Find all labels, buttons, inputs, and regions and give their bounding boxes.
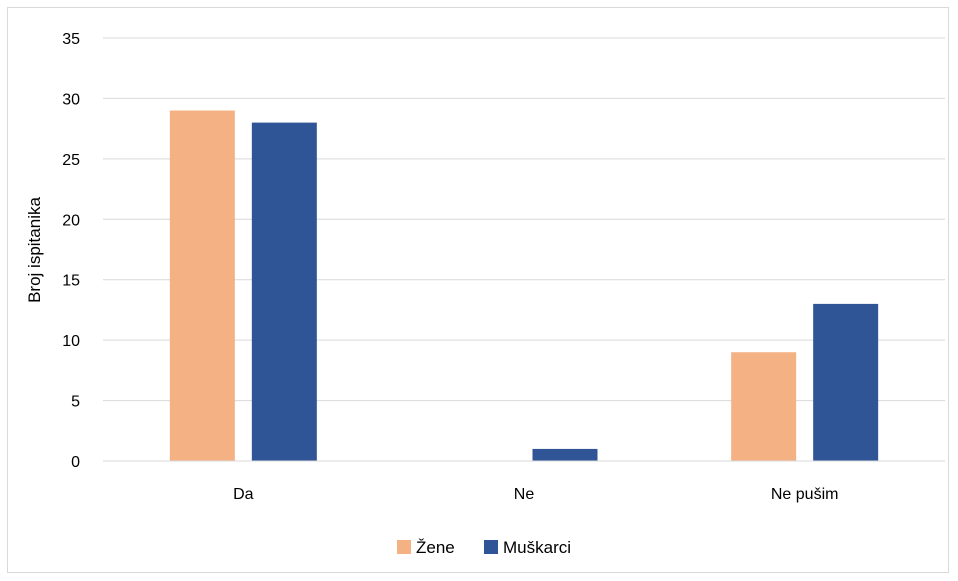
bar-series-2 (813, 303, 879, 461)
y-axis-title: Broj ispitanika (25, 197, 44, 303)
axes: 0 5 10 15 20 25 30 35 Da Ne Ne pušim (62, 31, 945, 503)
chart-frame (7, 7, 949, 573)
bar-series-2 (251, 122, 317, 461)
legend-swatch (484, 540, 498, 554)
x-tick-label: Da (233, 486, 254, 503)
y-tick-label: 30 (62, 91, 80, 108)
legend-swatch (397, 540, 411, 554)
bar-series-1 (169, 110, 235, 461)
y-tick-label: 10 (62, 333, 80, 350)
bar-series-2 (532, 448, 598, 461)
y-tick-label: 20 (62, 212, 80, 229)
y-tick-label: 5 (71, 394, 80, 411)
legend: Žene Muškarci (397, 538, 571, 557)
y-tick-label: 35 (62, 31, 80, 48)
legend-label: Žene (416, 538, 455, 557)
bars (169, 110, 879, 461)
y-tick-label: 15 (62, 273, 80, 290)
x-tick-label: Ne pušim (771, 486, 839, 503)
bar-series-1 (731, 352, 797, 461)
x-tick-label: Ne (514, 486, 535, 503)
legend-label: Muškarci (503, 538, 571, 557)
gridlines (103, 37, 945, 402)
y-tick-label: 25 (62, 152, 80, 169)
y-tick-label: 0 (71, 454, 80, 471)
